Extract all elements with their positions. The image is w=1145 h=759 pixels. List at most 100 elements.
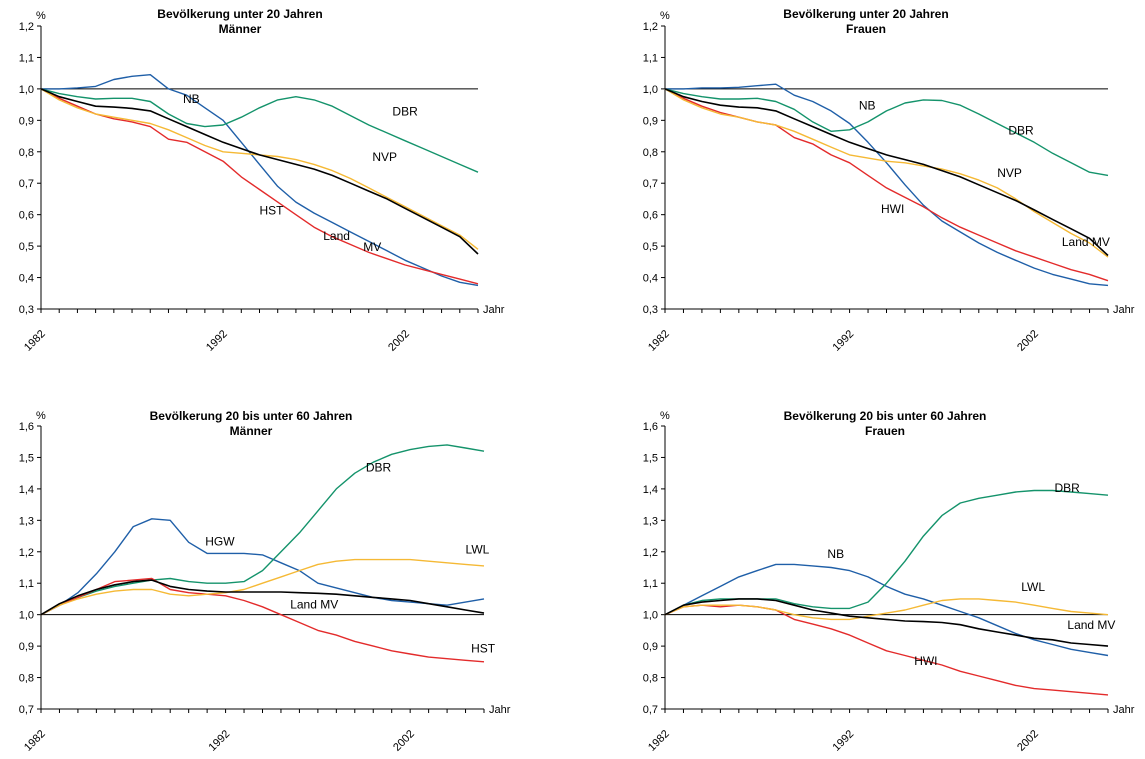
y-tick-label: 1,1 [643,578,658,590]
series-line-land [40,579,485,616]
series-label: HGW [205,534,235,548]
y-tick-label: 0,3 [643,304,658,316]
series-line-nb [664,563,1109,657]
y-tick-label: 0,8 [19,673,34,685]
series-line-hst [40,577,485,663]
y-tick-label: 0,8 [643,673,658,685]
x-tick-label: 2002 [391,728,417,754]
chart-title: Bevölkerung unter 20 Jahren [783,7,948,21]
series-label: HST [260,204,285,218]
y-tick-label: 0,3 [19,304,34,316]
x-axis-label: Jahr [1113,304,1135,316]
y-tick-label: 1,5 [19,452,34,464]
chart-panel: 0,3 0,4 0,5 0,6 0,7 0,8 0,9 1,0 1,1 1,2% 1982 1992 2… [19,7,505,354]
y-tick-label: 0,4 [19,273,34,285]
chart-panel: 0,7 0,8 0,9 1,0 1,1 1,2 1,3 1,4 1,5 1,6% 1982 1992 2… [19,409,511,754]
y-tick-label: 1,4 [643,484,658,496]
x-tick-label: 2002 [386,328,412,354]
series-label: NB [183,92,200,106]
x-tick-label: 1992 [207,728,233,754]
x-tick-label: 1992 [831,728,857,754]
x-tick-label: 1992 [204,328,230,354]
series-label: DBR [1008,123,1034,137]
series-line-dbr [664,489,1109,616]
y-tick-label: 0,7 [19,704,34,716]
y-tick-label: 0,9 [19,641,34,653]
x-axis-label: Jahr [483,304,505,316]
y-tick-label: 1,1 [643,52,658,64]
series-label: LWL [1021,580,1045,594]
series-label: HWI [881,202,904,216]
y-tick-label: 1,2 [643,547,658,559]
y-tick-label: 0,5 [19,241,34,253]
series-label: DBR [392,105,418,119]
y-tick-label: 0,4 [643,273,658,285]
series-line-nb [40,518,485,616]
y-axis-unit: % [36,410,46,422]
series-label: DBR [1054,481,1080,495]
series-line-hst [40,88,479,285]
y-tick-label: 1,2 [19,547,34,559]
y-axis-unit: % [36,10,46,22]
y-tick-label: 1,0 [19,84,34,96]
series-label: LWL [466,542,490,556]
series-line-dbr [40,444,485,616]
series-label: Land [323,229,350,243]
y-tick-label: 1,0 [643,84,658,96]
y-tick-label: 1,4 [19,484,34,496]
y-tick-label: 1,0 [643,610,658,622]
series-label: NB [859,98,876,112]
y-tick-label: 0,9 [19,115,34,127]
y-tick-label: 0,8 [19,147,34,159]
y-tick-label: 1,1 [19,578,34,590]
series-line-nb [41,73,479,287]
y-tick-label: 0,6 [643,210,658,222]
y-tick-label: 1,6 [19,421,34,433]
y-tick-label: 0,7 [19,178,34,190]
x-tick-label: 1982 [646,728,672,754]
chart-panel: 0,3 0,4 0,5 0,6 0,7 0,8 0,9 1,0 1,1 1,2% 1982 1992 2… [643,7,1135,354]
x-axis-label: Jahr [1113,704,1135,716]
x-tick-label: 1982 [22,328,48,354]
y-tick-label: 1,2 [19,21,34,33]
series-label: Land MV [1062,235,1110,249]
y-tick-label: 0,6 [19,210,34,222]
x-axis-label: Jahr [489,704,511,716]
y-tick-label: 1,5 [643,452,658,464]
series-line-nvp [40,558,485,616]
y-tick-label: 0,9 [643,641,658,653]
series-label: HST [471,641,496,655]
series-label: Land MV [290,597,338,611]
series-line-nb [665,83,1109,287]
series-line-dbr [664,88,1109,177]
series-label: MV [363,240,381,254]
y-tick-label: 1,0 [19,610,34,622]
y-tick-label: 0,5 [643,241,658,253]
y-tick-label: 0,8 [643,147,658,159]
chart-title: Bevölkerung 20 bis unter 60 Jahren [784,409,987,423]
y-tick-label: 1,6 [643,421,658,433]
chart-subtitle: Männer [230,424,273,438]
series-label: DBR [366,461,392,475]
series-label: NB [827,547,844,561]
series-line-land [40,88,479,255]
series-line-nvp [664,598,1109,621]
y-tick-label: 1,3 [643,515,658,527]
series-line-land [664,88,1109,257]
y-axis-unit: % [660,10,670,22]
series-line-land [664,598,1109,647]
y-tick-label: 0,7 [643,178,658,190]
chart-subtitle: Frauen [846,22,886,36]
y-tick-label: 1,1 [19,52,34,64]
x-tick-label: 1992 [831,328,857,354]
chart-subtitle: Frauen [865,424,905,438]
x-tick-label: 1982 [22,728,48,754]
series-line-nvp [664,88,1109,258]
x-tick-label: 1982 [646,328,672,354]
series-label: Land MV [1067,618,1115,632]
chart-title: Bevölkerung 20 bis unter 60 Jahren [150,409,353,423]
y-axis-unit: % [660,410,670,422]
series-label: NVP [997,166,1022,180]
